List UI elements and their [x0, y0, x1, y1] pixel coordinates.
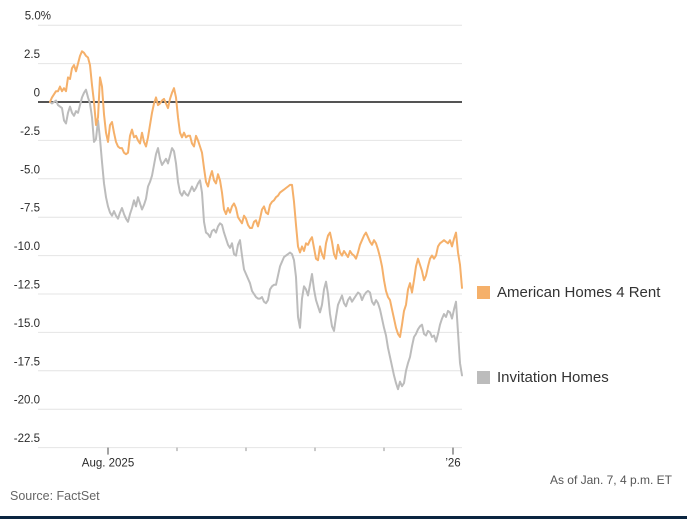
svg-text:Aug. 2025: Aug. 2025 — [82, 458, 134, 470]
legend-swatch-orange — [477, 286, 490, 299]
svg-text:-17.5: -17.5 — [14, 356, 40, 368]
svg-text:2.5: 2.5 — [24, 49, 40, 61]
svg-text:-22.5: -22.5 — [14, 433, 40, 445]
legend-label: American Homes 4 Rent — [497, 284, 661, 301]
legend-swatch-gray — [477, 371, 490, 384]
source-attribution: Source: FactSet — [10, 489, 100, 503]
svg-text:-15.0: -15.0 — [14, 318, 40, 330]
legend-item-american-homes-4-rent: American Homes 4 Rent — [477, 284, 660, 301]
svg-text:-7.5: -7.5 — [20, 203, 40, 215]
legend-label: Invitation Homes — [497, 369, 609, 386]
svg-text:5.0%: 5.0% — [25, 11, 51, 23]
svg-text:-12.5: -12.5 — [14, 280, 40, 292]
legend-item-invitation-homes: Invitation Homes — [477, 369, 609, 386]
svg-text:0: 0 — [34, 88, 40, 100]
bottom-divider — [0, 516, 687, 519]
svg-text:-20.0: -20.0 — [14, 395, 40, 407]
svg-text:-10.0: -10.0 — [14, 241, 40, 253]
svg-text:’26: ’26 — [445, 458, 460, 470]
as-of-timestamp: As of Jan. 7, 4 p.m. ET — [549, 473, 672, 487]
svg-text:-2.5: -2.5 — [20, 126, 40, 138]
svg-text:-5.0: -5.0 — [20, 164, 40, 176]
